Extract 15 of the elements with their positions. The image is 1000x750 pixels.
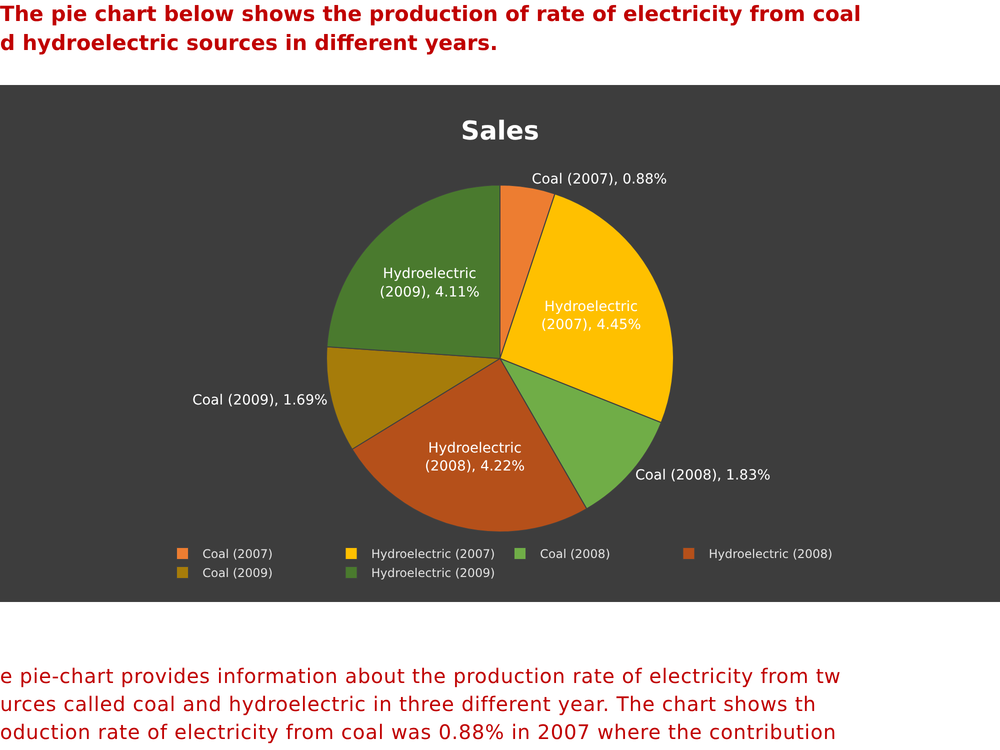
data-label: Hydroelectric (2009), 4.11%: [380, 266, 480, 300]
legend-label: Coal (2007): [202, 547, 273, 562]
text: The pie chart below shows the production of rate of electricity from coal d hydroelectric sources in different years.: [0, 1, 862, 57]
data-label: Coal (2008), 1.83%: [635, 467, 770, 484]
data-label: Hydroelectric (2008), 4.22%: [424, 440, 525, 475]
legend-label: Coal (2009): [202, 566, 273, 580]
legend-label: Coal (2008): [540, 547, 610, 562]
data-label: Hydroelectric (2007), 4.45%: [541, 299, 642, 334]
data-label: Coal (2009), 1.69%: [192, 392, 328, 408]
data-label: Coal (2007), 0.88%: [532, 171, 667, 188]
legend-label: Hydroelectric (2007): [371, 547, 495, 562]
legend-label: Hydroelectric (2009): [371, 566, 495, 580]
legend-label: Hydroelectric (2008): [708, 547, 832, 562]
chart-title: Sales: [460, 116, 540, 146]
text: e pie-chart provides information about the production rate of electricity from tw urces called coal and hydroelectric in three different year. The chart shows th oduction rate of electricity from coal was 0.88% in 2007 where the contribution: [0, 663, 842, 746]
